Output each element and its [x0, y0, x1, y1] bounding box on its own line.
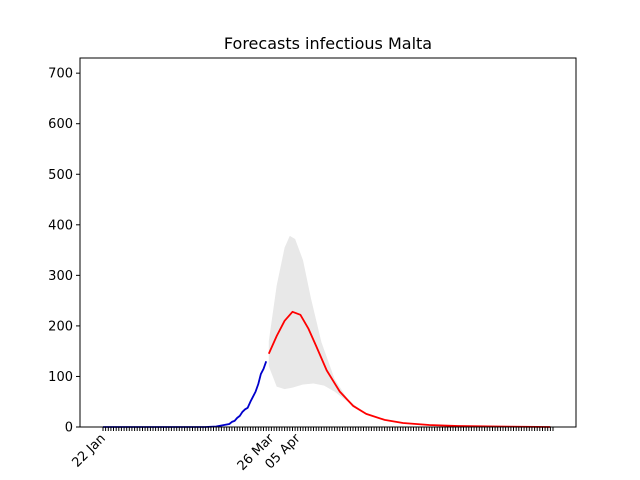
y-tick-label: 700	[48, 67, 73, 82]
y-tick-label: 400	[48, 218, 73, 233]
x-tick-label: 22 Jan	[69, 431, 108, 470]
y-axis: 0 100 200 300 400 500 600 700	[48, 67, 80, 436]
y-tick-label: 600	[48, 117, 73, 132]
y-tick-label: 500	[48, 168, 73, 183]
uncertainty-band	[268, 235, 448, 427]
y-tick-label: 200	[48, 319, 73, 334]
y-tick-label: 0	[65, 421, 73, 436]
plot-area	[103, 235, 551, 428]
plot-frame	[79, 57, 577, 428]
y-tick-label: 300	[48, 269, 73, 284]
y-tick-label: 100	[48, 370, 73, 385]
observed-series-line	[103, 360, 268, 428]
chart-title: Forecasts infectious Malta	[224, 34, 432, 53]
forecast-series-line	[267, 310, 551, 428]
